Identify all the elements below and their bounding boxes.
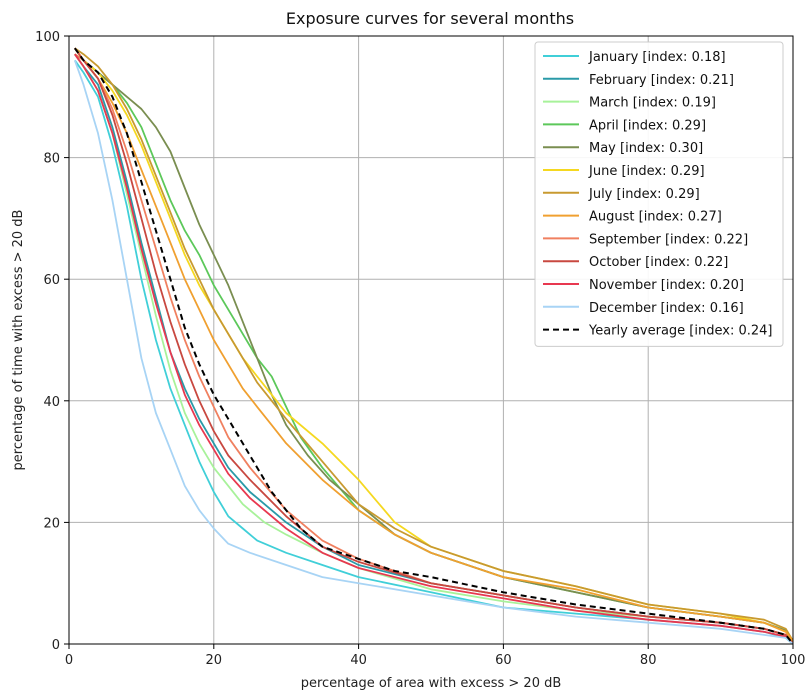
series-line-4 <box>74 47 793 642</box>
chart-title: Exposure curves for several months <box>286 9 574 28</box>
x-tick-label: 40 <box>350 653 367 668</box>
x-ticks: 0 20 40 60 80 100 <box>65 644 805 668</box>
legend: January [index: 0.18] February [index: 0.… <box>534 41 784 347</box>
y-tick-label: 0 <box>52 638 60 653</box>
series-line-6 <box>74 47 793 642</box>
series-line-11 <box>73 59 793 644</box>
legend-label-10: November [index: 0.20] <box>589 278 744 293</box>
series-line-9 <box>74 47 793 644</box>
legend-label-9: October [index: 0.22] <box>589 255 728 270</box>
series-line-10 <box>74 53 793 644</box>
legend-label-11: December [index: 0.16] <box>589 301 744 316</box>
y-tick-label: 60 <box>43 273 60 288</box>
y-tick-label: 40 <box>43 395 60 410</box>
x-axis-label: percentage of area with excess > 20 dB <box>301 676 562 691</box>
legend-label-8: September [index: 0.22] <box>589 232 748 247</box>
x-tick-label: 20 <box>206 653 223 668</box>
legend-box <box>534 41 784 347</box>
legend-label-4: May [index: 0.30] <box>589 141 703 156</box>
plot-frame <box>68 35 794 645</box>
legend-label-5: June [index: 0.29] <box>588 164 705 179</box>
series-lines <box>73 47 793 644</box>
legend-label-6: July [index: 0.29] <box>588 187 700 202</box>
y-ticks: 0 20 40 60 80 100 <box>35 30 69 653</box>
y-tick-label: 100 <box>35 30 60 45</box>
x-tick-label: 100 <box>781 653 805 668</box>
x-tick-label: 0 <box>65 653 73 668</box>
legend-label-1: February [index: 0.21] <box>589 73 734 88</box>
legend-label-12: Yearly average [index: 0.24] <box>588 324 772 339</box>
y-axis-label: percentage of time with excess > 20 dB <box>11 210 26 471</box>
series-line-12 <box>73 47 793 644</box>
x-tick-label: 60 <box>495 653 512 668</box>
legend-label-0: January [index: 0.18] <box>588 50 726 65</box>
legend-label-7: August [index: 0.27] <box>589 210 722 225</box>
legend-label-3: April [index: 0.29] <box>589 118 706 133</box>
y-tick-label: 80 <box>43 152 60 167</box>
y-tick-label: 20 <box>43 516 60 531</box>
legend-label-2: March [index: 0.19] <box>589 96 716 111</box>
x-tick-label: 80 <box>640 653 657 668</box>
series-line-7 <box>74 47 793 642</box>
